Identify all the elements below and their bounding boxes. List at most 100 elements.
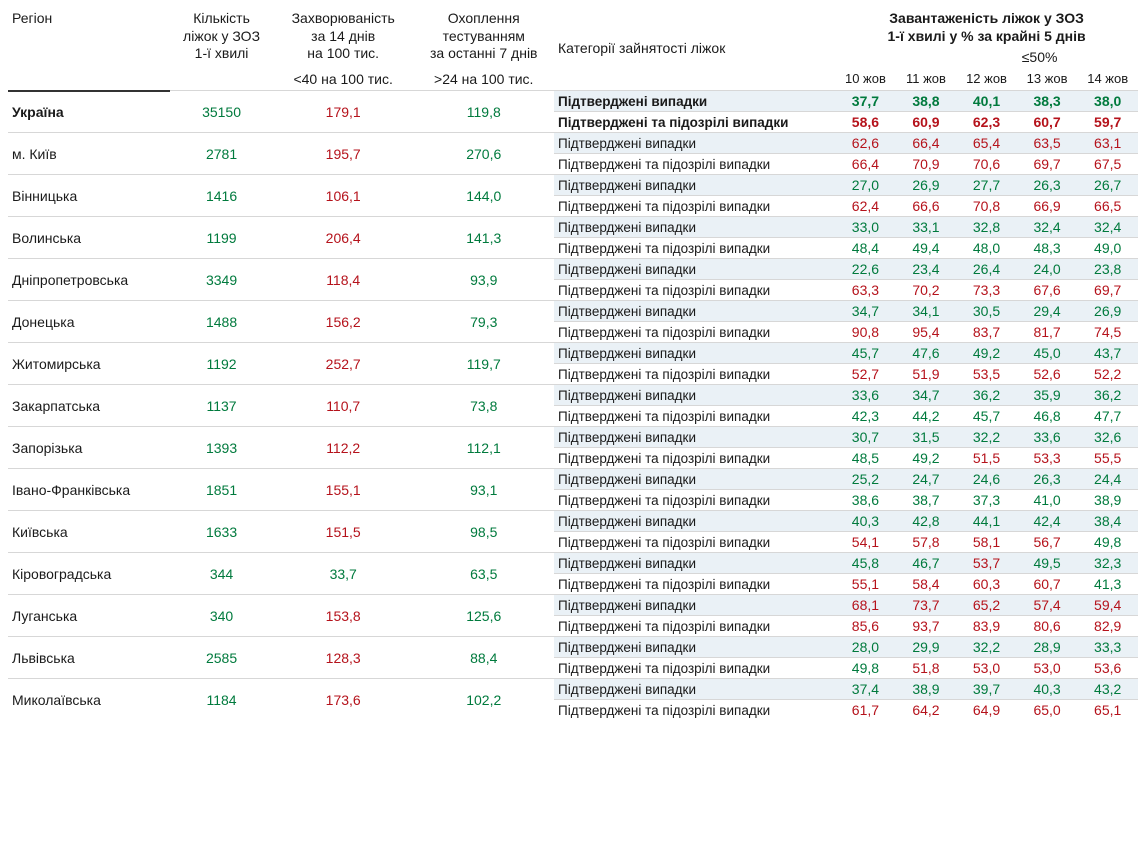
value-cell: 49,8	[835, 658, 896, 679]
value-cell: 62,6	[835, 133, 896, 154]
testing-cell: 125,6	[413, 595, 554, 637]
value-cell: 32,2	[956, 637, 1017, 658]
value-cell: 70,8	[956, 196, 1017, 217]
testing-cell: 119,8	[413, 91, 554, 133]
beds-cell: 1393	[170, 427, 273, 469]
category-cell: Підтверджені випадки	[554, 175, 835, 196]
value-cell: 53,5	[956, 364, 1017, 385]
region-cell: Донецька	[8, 301, 170, 343]
category-cell: Підтверджені та підозрілі випадки	[554, 112, 835, 133]
category-cell: Підтверджені випадки	[554, 91, 835, 112]
value-cell: 34,7	[896, 385, 957, 406]
table-row: Дніпропетровська3349118,493,9Підтверджен…	[8, 259, 1138, 280]
category-cell: Підтверджені та підозрілі випадки	[554, 658, 835, 679]
hdr-test-threshold: >24 на 100 тис.	[413, 69, 554, 91]
value-cell: 51,9	[896, 364, 957, 385]
value-cell: 34,1	[896, 301, 957, 322]
value-cell: 60,9	[896, 112, 957, 133]
value-cell: 24,0	[1017, 259, 1078, 280]
value-cell: 46,8	[1017, 406, 1078, 427]
value-cell: 33,6	[835, 385, 896, 406]
value-cell: 40,3	[835, 511, 896, 532]
value-cell: 24,4	[1077, 469, 1138, 490]
incidence-cell: 33,7	[273, 553, 414, 595]
hdr-occupancy: Завантаженість ліжок у ЗОЗ1-ї хвилі у % …	[835, 8, 1138, 47]
category-cell: Підтверджені випадки	[554, 679, 835, 700]
hdr-date-2: 12 жов	[956, 69, 1017, 91]
incidence-cell: 206,4	[273, 217, 414, 259]
category-cell: Підтверджені випадки	[554, 511, 835, 532]
value-cell: 34,7	[835, 301, 896, 322]
beds-cell: 344	[170, 553, 273, 595]
value-cell: 73,3	[956, 280, 1017, 301]
value-cell: 66,5	[1077, 196, 1138, 217]
testing-cell: 119,7	[413, 343, 554, 385]
value-cell: 62,3	[956, 112, 1017, 133]
incidence-cell: 156,2	[273, 301, 414, 343]
region-cell: Вінницька	[8, 175, 170, 217]
value-cell: 80,6	[1017, 616, 1078, 637]
value-cell: 42,4	[1017, 511, 1078, 532]
value-cell: 53,3	[1017, 448, 1078, 469]
category-cell: Підтверджені випадки	[554, 343, 835, 364]
beds-cell: 1851	[170, 469, 273, 511]
category-cell: Підтверджені випадки	[554, 217, 835, 238]
value-cell: 38,7	[896, 490, 957, 511]
value-cell: 33,1	[896, 217, 957, 238]
beds-cell: 1137	[170, 385, 273, 427]
value-cell: 43,2	[1077, 679, 1138, 700]
region-cell: Волинська	[8, 217, 170, 259]
value-cell: 35,9	[1017, 385, 1078, 406]
category-cell: Підтверджені випадки	[554, 133, 835, 154]
category-cell: Підтверджені випадки	[554, 259, 835, 280]
value-cell: 42,8	[896, 511, 957, 532]
value-cell: 90,8	[835, 322, 896, 343]
category-cell: Підтверджені випадки	[554, 385, 835, 406]
value-cell: 38,4	[1077, 511, 1138, 532]
value-cell: 65,2	[956, 595, 1017, 616]
value-cell: 66,4	[835, 154, 896, 175]
value-cell: 26,9	[896, 175, 957, 196]
region-cell: Івано-Франківська	[8, 469, 170, 511]
region-cell: Кіровоградська	[8, 553, 170, 595]
incidence-cell: 155,1	[273, 469, 414, 511]
region-cell: Закарпатська	[8, 385, 170, 427]
table-row: Кіровоградська34433,763,5Підтверджені ви…	[8, 553, 1138, 574]
beds-cell: 1416	[170, 175, 273, 217]
value-cell: 33,6	[1017, 427, 1078, 448]
testing-cell: 79,3	[413, 301, 554, 343]
value-cell: 26,3	[1017, 469, 1078, 490]
value-cell: 31,5	[896, 427, 957, 448]
value-cell: 70,9	[896, 154, 957, 175]
value-cell: 53,0	[956, 658, 1017, 679]
value-cell: 30,5	[956, 301, 1017, 322]
value-cell: 60,7	[1017, 574, 1078, 595]
value-cell: 73,7	[896, 595, 957, 616]
category-cell: Підтверджені та підозрілі випадки	[554, 448, 835, 469]
category-cell: Підтверджені та підозрілі випадки	[554, 364, 835, 385]
value-cell: 58,1	[956, 532, 1017, 553]
category-cell: Підтверджені та підозрілі випадки	[554, 616, 835, 637]
value-cell: 28,9	[1017, 637, 1078, 658]
value-cell: 81,7	[1017, 322, 1078, 343]
value-cell: 82,9	[1077, 616, 1138, 637]
testing-cell: 270,6	[413, 133, 554, 175]
value-cell: 47,6	[896, 343, 957, 364]
value-cell: 67,6	[1017, 280, 1078, 301]
table-row: Житомирська1192252,7119,7Підтверджені ви…	[8, 343, 1138, 364]
value-cell: 41,3	[1077, 574, 1138, 595]
value-cell: 49,5	[1017, 553, 1078, 574]
beds-cell: 2781	[170, 133, 273, 175]
value-cell: 60,3	[956, 574, 1017, 595]
value-cell: 32,3	[1077, 553, 1138, 574]
incidence-cell: 118,4	[273, 259, 414, 301]
value-cell: 67,5	[1077, 154, 1138, 175]
value-cell: 70,6	[956, 154, 1017, 175]
value-cell: 83,9	[956, 616, 1017, 637]
value-cell: 29,9	[896, 637, 957, 658]
table-row: Запорізька1393112,2112,1Підтверджені вип…	[8, 427, 1138, 448]
value-cell: 25,2	[835, 469, 896, 490]
value-cell: 40,1	[956, 91, 1017, 112]
table-row: Закарпатська1137110,773,8Підтверджені ви…	[8, 385, 1138, 406]
value-cell: 52,7	[835, 364, 896, 385]
